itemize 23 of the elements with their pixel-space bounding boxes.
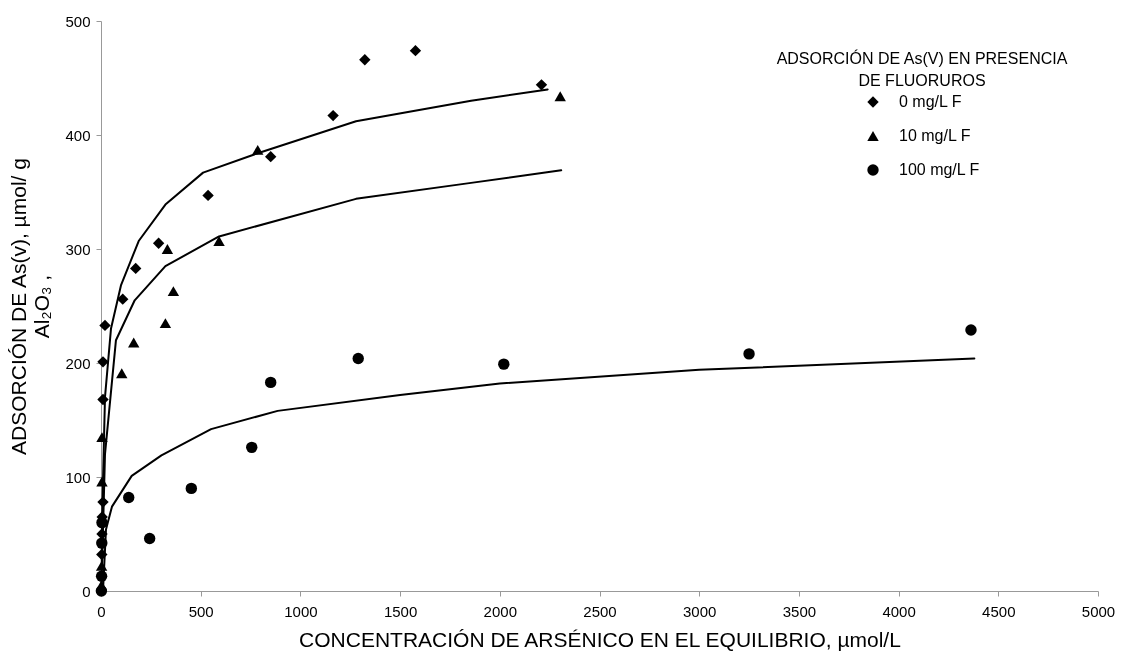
y-tick-label: 100 bbox=[65, 468, 91, 486]
x-tick-label: 3500 bbox=[782, 602, 817, 620]
x-tick-label: 1500 bbox=[383, 602, 418, 620]
x-tick-label: 500 bbox=[188, 602, 214, 620]
x-tick-label: 2500 bbox=[583, 602, 617, 620]
x-tick-label: 3000 bbox=[683, 602, 717, 620]
x-tick-label: 2000 bbox=[483, 602, 517, 620]
y-tick-label: 400 bbox=[65, 126, 91, 144]
x-tick-label: 4000 bbox=[882, 602, 916, 620]
y-tick-label: 200 bbox=[65, 354, 91, 372]
x-tick-label: 4500 bbox=[982, 602, 1016, 620]
x-tick-label: 0 bbox=[97, 602, 106, 620]
legend-label: 100 mg/L F bbox=[899, 161, 980, 178]
y-tick-label: 300 bbox=[65, 240, 91, 258]
legend-title: ADSORCIÓN DE As(V) EN PRESENCIA DE FLUORUROS bbox=[776, 49, 1068, 89]
x-tick-label: 1000 bbox=[284, 602, 318, 620]
y-axis-title: ADSORCIÓN DE As(v), µmol/ g Al₂O₃ , bbox=[7, 158, 54, 455]
legend-label: 10 mg/L F bbox=[899, 127, 971, 144]
y-tick-label: 500 bbox=[65, 12, 91, 30]
legend-label: 0 mg/L F bbox=[899, 93, 962, 110]
y-tick-label: 0 bbox=[82, 582, 91, 600]
x-axis-title: CONCENTRACIÓN DE ARSÉNICO EN EL EQUILIBRIO, µmol/L bbox=[299, 627, 901, 651]
x-tick-label: 5000 bbox=[1081, 602, 1116, 620]
